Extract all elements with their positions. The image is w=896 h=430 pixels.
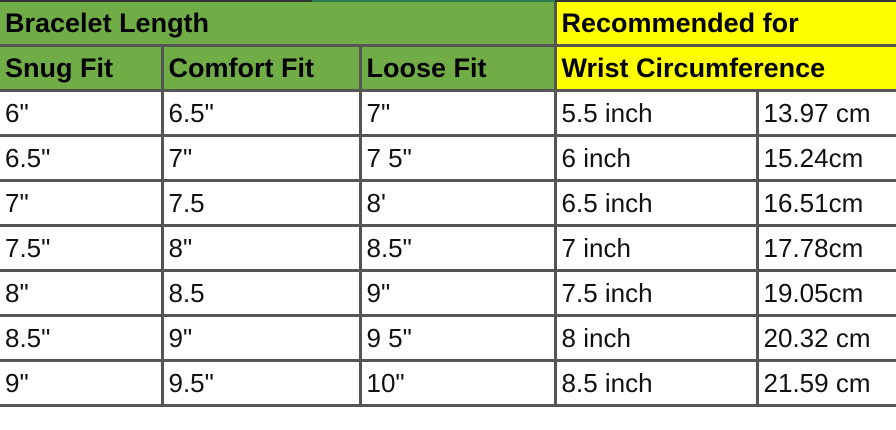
loose-fit-cell: 10" bbox=[358, 359, 557, 407]
wrist-cm-cell: 15.24cm bbox=[755, 134, 896, 182]
snug-fit-cell: 7.5" bbox=[0, 224, 164, 272]
comfort-fit-cell: 7.5 bbox=[160, 179, 362, 227]
loose-fit-cell: 8.5" bbox=[358, 224, 557, 272]
comfort-fit-cell: 8.5 bbox=[160, 269, 362, 317]
loose-fit-cell: 7 5" bbox=[358, 134, 557, 182]
comfort-fit-cell: 9.5" bbox=[160, 359, 362, 407]
wrist-inch-cell: 5.5 inch bbox=[553, 89, 759, 137]
table-row: 8" 8.5 9" 7.5 inch 19.05cm bbox=[0, 269, 896, 317]
wrist-cm-cell: 20.32 cm bbox=[755, 314, 896, 362]
recommended-for-header: Recommended for bbox=[553, 2, 896, 47]
comfort-fit-cell: 9" bbox=[160, 314, 362, 362]
snug-fit-cell: 8.5" bbox=[0, 314, 164, 362]
snug-fit-cell: 8" bbox=[0, 269, 164, 317]
loose-fit-cell: 9 5" bbox=[358, 314, 557, 362]
wrist-circumference-header: Wrist Circumference bbox=[553, 44, 896, 92]
table-row: 6.5" 7" 7 5" 6 inch 15.24cm bbox=[0, 134, 896, 182]
table-row: 7.5" 8" 8.5" 7 inch 17.78cm bbox=[0, 224, 896, 272]
wrist-inch-cell: 7 inch bbox=[553, 224, 759, 272]
wrist-cm-cell: 21.59 cm bbox=[755, 359, 896, 407]
wrist-cm-cell: 13.97 cm bbox=[755, 89, 896, 137]
table-row: 6" 6.5" 7" 5.5 inch 13.97 cm bbox=[0, 89, 896, 137]
snug-fit-cell: 6.5" bbox=[0, 134, 164, 182]
wrist-inch-cell: 6 inch bbox=[553, 134, 759, 182]
header-row-group: Bracelet Length Recommended for bbox=[0, 2, 896, 47]
loose-fit-cell: 9" bbox=[358, 269, 557, 317]
wrist-inch-cell: 8 inch bbox=[553, 314, 759, 362]
snug-fit-header: Snug Fit bbox=[0, 44, 164, 92]
loose-fit-cell: 7" bbox=[358, 89, 557, 137]
table-row: 8.5" 9" 9 5" 8 inch 20.32 cm bbox=[0, 314, 896, 362]
comfort-fit-header: Comfort Fit bbox=[160, 44, 362, 92]
wrist-inch-cell: 6.5 inch bbox=[553, 179, 759, 227]
table-row: 7" 7.5 8' 6.5 inch 16.51cm bbox=[0, 179, 896, 227]
wrist-cm-cell: 17.78cm bbox=[755, 224, 896, 272]
loose-fit-cell: 8' bbox=[358, 179, 557, 227]
snug-fit-cell: 6" bbox=[0, 89, 164, 137]
bracelet-length-header: Bracelet Length bbox=[0, 2, 557, 47]
snug-fit-cell: 7" bbox=[0, 179, 164, 227]
comfort-fit-cell: 7" bbox=[160, 134, 362, 182]
wrist-inch-cell: 8.5 inch bbox=[553, 359, 759, 407]
snug-fit-cell: 9" bbox=[0, 359, 164, 407]
header-row-columns: Snug Fit Comfort Fit Loose Fit Wrist Cir… bbox=[0, 44, 896, 92]
table-row: 9" 9.5" 10" 8.5 inch 21.59 cm bbox=[0, 359, 896, 407]
top-border-accent bbox=[312, 0, 555, 3]
wrist-inch-cell: 7.5 inch bbox=[553, 269, 759, 317]
bracelet-size-table: Bracelet Length Recommended for Snug Fit… bbox=[0, 2, 896, 407]
loose-fit-header: Loose Fit bbox=[358, 44, 557, 92]
wrist-cm-cell: 16.51cm bbox=[755, 179, 896, 227]
comfort-fit-cell: 8" bbox=[160, 224, 362, 272]
comfort-fit-cell: 6.5" bbox=[160, 89, 362, 137]
wrist-cm-cell: 19.05cm bbox=[755, 269, 896, 317]
